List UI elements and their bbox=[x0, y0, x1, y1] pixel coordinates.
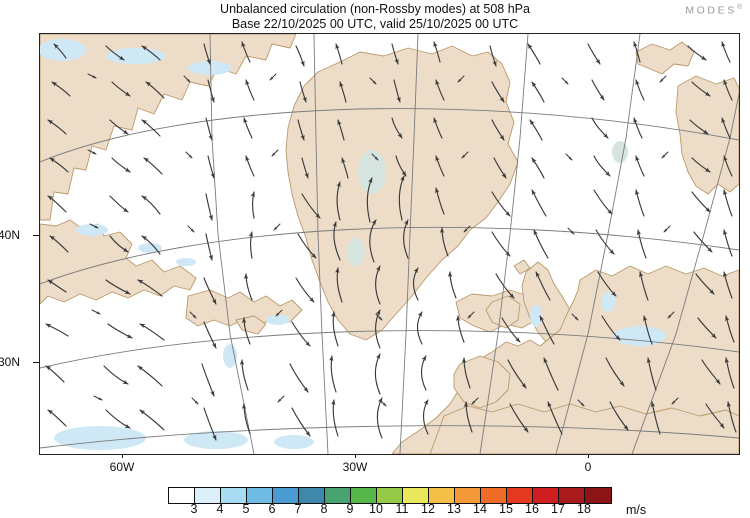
graticule bbox=[40, 34, 739, 454]
colorbar-tick-10: 10 bbox=[369, 502, 383, 516]
colorbar-tick-8: 8 bbox=[320, 502, 328, 516]
x-tick-mark-0 bbox=[588, 452, 590, 458]
colorbar-tick-7: 7 bbox=[294, 502, 302, 516]
water-mediterranean bbox=[614, 326, 666, 346]
colorbar-tick-5: 5 bbox=[242, 502, 250, 516]
colorbar-segment-13 bbox=[507, 488, 533, 503]
land-svalbard bbox=[635, 41, 695, 75]
y-tick-label-40n: 40N bbox=[0, 228, 21, 242]
meridian-0 bbox=[631, 93, 739, 454]
colorbar-segment-7 bbox=[351, 488, 377, 503]
water-arctic-nw bbox=[40, 39, 86, 61]
meridian-50w bbox=[313, 34, 329, 454]
chart-title-block: Unbalanced circulation (non-Rossby modes… bbox=[0, 2, 750, 31]
greenland-icecap-1 bbox=[358, 150, 386, 194]
colorbar-segment-6 bbox=[325, 488, 351, 503]
colorbar-segment-5 bbox=[299, 488, 325, 503]
modes-logo: MODES® bbox=[685, 4, 742, 17]
x-tick-mark-30w bbox=[355, 452, 357, 458]
y-tick-label-30n: 30N bbox=[0, 355, 21, 369]
land-greenland bbox=[285, 45, 519, 341]
colorbar-segment-2 bbox=[221, 488, 247, 503]
colorbar-segment-8 bbox=[377, 488, 403, 503]
colorbar-tick-17: 17 bbox=[551, 502, 565, 516]
wind-vector-field bbox=[45, 41, 737, 441]
x-tick-label-60w: 60W bbox=[109, 460, 135, 474]
greenland-icecap-2 bbox=[347, 238, 365, 266]
land-north-africa bbox=[429, 403, 739, 454]
inland-water-polygons bbox=[40, 39, 666, 450]
land-iberia bbox=[453, 355, 511, 409]
map-plot-area[interactable] bbox=[39, 33, 740, 455]
colorbar-segment-1 bbox=[195, 488, 221, 503]
colorbar-tick-14: 14 bbox=[473, 502, 487, 516]
colorbar-segment-3 bbox=[247, 488, 273, 503]
brand-text: MODES bbox=[685, 4, 737, 17]
colorbar[interactable] bbox=[168, 487, 612, 504]
water-hudson-edge bbox=[76, 224, 108, 236]
x-tick-label-0: 0 bbox=[584, 460, 592, 474]
colorbar-segment-9 bbox=[403, 488, 429, 503]
water-arctic-n3 bbox=[188, 61, 232, 75]
y-tick-mark-30n bbox=[33, 362, 39, 364]
colorbar-tick-12: 12 bbox=[421, 502, 435, 516]
colorbar-tick-4: 4 bbox=[216, 502, 224, 516]
colorbar-segment-15 bbox=[559, 488, 585, 503]
map-canvas bbox=[40, 34, 739, 454]
colorbar-tick-15: 15 bbox=[499, 502, 513, 516]
meridian-10w bbox=[555, 34, 641, 454]
parallel-60n bbox=[40, 108, 739, 163]
colorbar-segment-12 bbox=[481, 488, 507, 503]
x-tick-label-30w: 30W bbox=[342, 460, 368, 474]
colorbar-segment-10 bbox=[429, 488, 455, 503]
chart-subtitle: Base 22/10/2025 00 UTC, valid 25/10/2025… bbox=[231, 16, 519, 31]
parallel-30n bbox=[40, 425, 739, 449]
meridian-20w bbox=[479, 34, 529, 454]
colorbar-segment-0 bbox=[169, 488, 195, 503]
parallel-40n bbox=[40, 330, 739, 369]
x-tick-mark-60w bbox=[122, 452, 124, 458]
water-atlantic-s2 bbox=[274, 435, 314, 449]
water-lake-2 bbox=[176, 258, 196, 266]
parallel-50n bbox=[40, 226, 739, 285]
water-lake-3 bbox=[266, 315, 290, 325]
wind-vector-field-small bbox=[87, 73, 679, 407]
page-title: Unbalanced circulation (non-Rossby modes… bbox=[220, 2, 530, 16]
colorbar-tick-6: 6 bbox=[268, 502, 276, 516]
water-arctic-n2 bbox=[106, 48, 166, 64]
colorbar-unit-label: m/s bbox=[626, 503, 647, 517]
colorbar-tick-18: 18 bbox=[577, 502, 591, 516]
colorbar-tick-13: 13 bbox=[447, 502, 461, 516]
brand-registered-mark: ® bbox=[736, 4, 742, 11]
water-bay bbox=[530, 305, 542, 327]
colorbar-segment-14 bbox=[533, 488, 559, 503]
land-hebrides bbox=[513, 259, 531, 275]
colorbar-segment-4 bbox=[273, 488, 299, 503]
colorbar-tick-11: 11 bbox=[395, 502, 409, 516]
water-baltic bbox=[601, 292, 615, 312]
y-tick-mark-40n bbox=[33, 235, 39, 237]
colorbar-segment-16 bbox=[585, 488, 611, 503]
glacier-shading bbox=[347, 141, 628, 266]
colorbar-tick-16: 16 bbox=[525, 502, 539, 516]
colorbar-tick-3: 3 bbox=[190, 502, 198, 516]
water-mid-atl bbox=[223, 344, 237, 368]
scandinavia-icecap bbox=[612, 141, 628, 163]
colorbar-tick-9: 9 bbox=[346, 502, 354, 516]
land-canada-arctic bbox=[40, 34, 297, 221]
colorbar-segment-11 bbox=[455, 488, 481, 503]
meridian-60w bbox=[209, 34, 255, 454]
water-lake-1 bbox=[138, 243, 162, 253]
meridian-30w bbox=[399, 34, 419, 454]
